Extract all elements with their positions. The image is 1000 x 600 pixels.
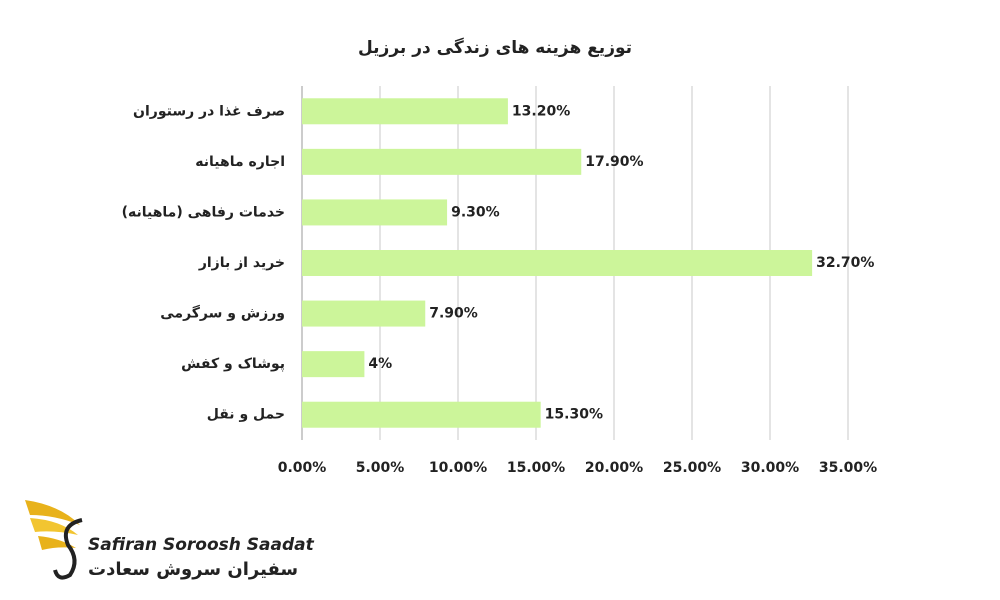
logo-name: Safiran Soroosh Saadat bbox=[88, 535, 315, 555]
y-tick-label: خدمات رفاهی (ماهیانه) bbox=[122, 204, 285, 220]
data-label: 17.90% bbox=[585, 154, 643, 170]
x-tick-label: 10.00% bbox=[429, 460, 487, 476]
bar bbox=[302, 250, 813, 276]
bar bbox=[302, 148, 582, 175]
data-label: 9.30% bbox=[451, 204, 500, 220]
logo-wing bbox=[25, 500, 80, 525]
data-label: 7.90% bbox=[429, 306, 478, 322]
data-label: 4% bbox=[368, 356, 392, 372]
y-tick-label: ورزش و سرگرمی bbox=[160, 305, 285, 322]
x-tick-label: 30.00% bbox=[741, 460, 799, 476]
x-tick-label: 15.00% bbox=[507, 460, 565, 476]
y-tick-label: صرف غذا در رستوران bbox=[133, 103, 285, 119]
logo: Safiran Soroosh Saadat سفیران سروش سعادت bbox=[25, 500, 315, 580]
x-tick-label: 35.00% bbox=[819, 460, 877, 476]
data-label: 13.20% bbox=[512, 103, 570, 119]
y-tick-label: اجاره ماهیانه bbox=[195, 154, 285, 170]
bar bbox=[302, 300, 426, 327]
y-tick-label: پوشاک و کفش bbox=[181, 356, 285, 372]
bar bbox=[302, 401, 541, 428]
data-label: 32.70% bbox=[816, 255, 874, 271]
x-tick-label: 0.00% bbox=[278, 460, 327, 476]
chart-title: توزیع هزینه های زندگی در برزیل bbox=[358, 37, 632, 58]
bar bbox=[302, 351, 365, 378]
bar bbox=[302, 199, 448, 226]
logo-name-fa: سفیران سروش سعادت bbox=[88, 559, 298, 580]
logo-wing bbox=[38, 536, 76, 550]
bar bbox=[302, 98, 508, 125]
x-tick-label: 5.00% bbox=[356, 460, 405, 476]
x-tick-label: 25.00% bbox=[663, 460, 721, 476]
x-tick-label: 20.00% bbox=[585, 460, 643, 476]
data-label: 15.30% bbox=[545, 407, 603, 423]
y-tick-label: خرید از بازار bbox=[198, 255, 285, 271]
y-tick-label: حمل و نقل bbox=[207, 407, 285, 423]
logo-swirl bbox=[53, 518, 83, 580]
